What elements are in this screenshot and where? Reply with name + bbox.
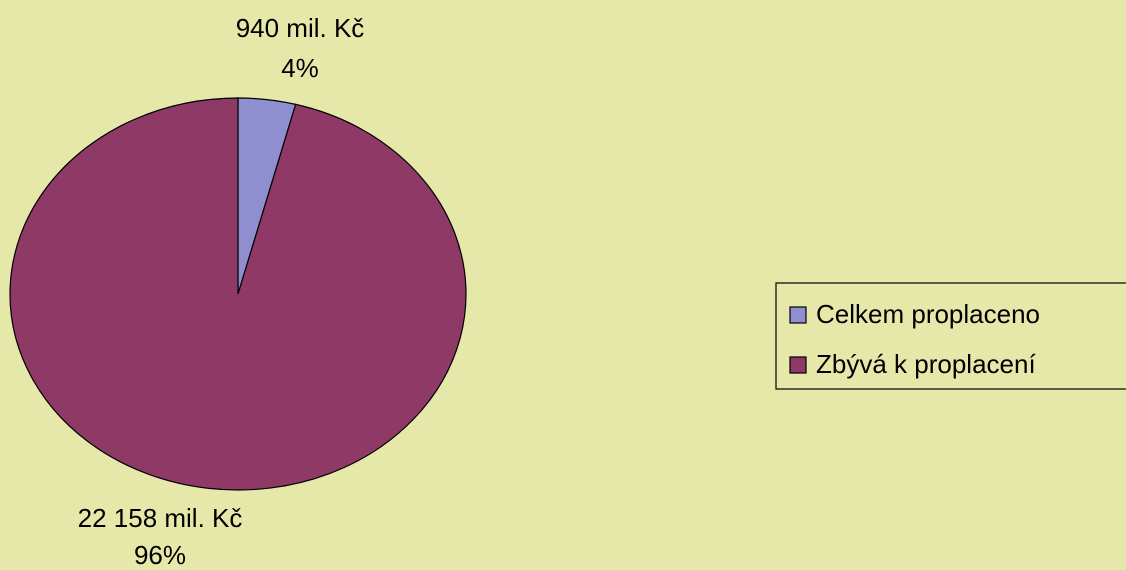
legend-swatch	[789, 306, 807, 324]
legend-box	[775, 282, 1126, 390]
percent-label: 4%	[281, 53, 319, 83]
percent-label: 96%	[134, 540, 186, 570]
pie-slice	[9, 97, 467, 491]
value-label: 940 mil. Kč	[236, 13, 365, 43]
legend-swatch	[789, 356, 807, 374]
value-label: 22 158 mil. Kč	[78, 503, 243, 533]
legend-label: Celkem proplaceno	[816, 299, 1040, 329]
legend-label: Zbývá k proplacení	[816, 349, 1036, 379]
